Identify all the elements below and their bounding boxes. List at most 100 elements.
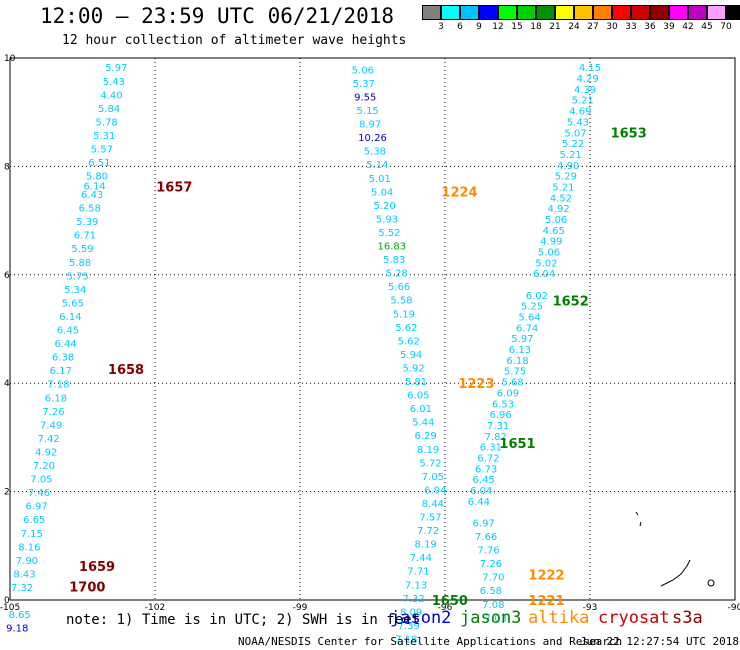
- wave-height-value: 7.05: [422, 472, 444, 483]
- wave-height-value: 7.39: [398, 621, 420, 632]
- wave-height-value: 5.68: [502, 378, 524, 389]
- colorbar-label: 9: [476, 22, 482, 32]
- wave-height-value: 5.84: [98, 104, 120, 115]
- wave-height-value: 5.59: [71, 244, 93, 255]
- colorbar-swatch: [555, 5, 574, 20]
- wave-height-value: 6.53: [492, 399, 514, 410]
- wave-height-value: 7.26: [480, 559, 502, 570]
- wave-height-value: 5.20: [373, 201, 395, 212]
- y-tick-label: 6: [4, 271, 10, 281]
- wave-height-value: 5.72: [419, 458, 441, 469]
- wave-height-value: 5.75: [67, 271, 89, 282]
- chart-title: 12:00 — 23:59 UTC 06/21/2018: [40, 4, 395, 28]
- wave-height-value: 6.97: [473, 518, 495, 529]
- colorbar-label: 33: [625, 22, 637, 32]
- colorbar-label: 36: [644, 22, 656, 32]
- y-tick-label: 4: [4, 379, 10, 389]
- wave-height-value: 4.92: [35, 447, 57, 458]
- wave-height-value: 4.15: [579, 63, 601, 74]
- wave-height-value: 6.31: [480, 443, 502, 454]
- wave-height-value: 7.66: [475, 532, 497, 543]
- colorbar-swatch: [593, 5, 612, 20]
- pass-time-label: 1657: [156, 180, 192, 195]
- wave-height-value: 7.46: [28, 488, 50, 499]
- pass-time-label: 1221: [528, 594, 564, 609]
- legend-s3a: s3a: [672, 608, 703, 628]
- wave-height-value: 4.99: [540, 237, 562, 248]
- wave-height-value: 4.90: [557, 161, 579, 172]
- wave-height-value: 5.66: [388, 282, 410, 293]
- wave-height-value: 5.78: [96, 117, 118, 128]
- colorbar-label: 12: [492, 22, 504, 32]
- wave-height-value: 5.52: [378, 228, 400, 239]
- wave-height-value: 6.51: [88, 158, 110, 169]
- colorbar-swatch: [650, 5, 669, 20]
- wave-height-value: 6.17: [50, 366, 72, 377]
- wave-height-value: 5.31: [93, 131, 115, 142]
- wave-height-value: 6.04: [533, 269, 555, 280]
- wave-height-value: 5.06: [545, 215, 567, 226]
- wave-height-value: 5.07: [564, 128, 586, 139]
- pass-time-label: 1700: [69, 580, 105, 595]
- x-tick-label: -90: [728, 603, 740, 613]
- credit-line: NOAA/NESDIS Center for Satellite Applica…: [238, 635, 623, 648]
- wave-height-value: 5.81: [405, 377, 427, 388]
- wave-height-value: 4.40: [100, 90, 122, 101]
- wave-height-value: 10.26: [358, 133, 387, 144]
- x-tick-label: -102: [145, 603, 165, 613]
- colorbar-label: 18: [530, 22, 542, 32]
- wave-height-value: 9.18: [6, 624, 28, 635]
- wave-height-value: 6.38: [52, 353, 74, 364]
- wave-height-value: 4.69: [569, 107, 591, 118]
- wave-height-value: 4.65: [543, 226, 565, 237]
- wave-height-value: 7.76: [477, 546, 499, 557]
- colorbar-swatch: [707, 5, 726, 20]
- legend-jason3: jason3: [460, 608, 522, 628]
- wave-height-value: 8.44: [422, 499, 444, 510]
- wave-height-value: 7.03: [485, 613, 507, 624]
- colorbar-swatch: [574, 5, 593, 20]
- wave-height-value: 5.44: [412, 418, 434, 429]
- wave-height-value: 9.55: [354, 92, 376, 103]
- pass-time-label: 1651: [499, 437, 535, 452]
- wave-height-value: 7.57: [419, 513, 441, 524]
- colorbar-swatch: [498, 5, 517, 20]
- wave-height-value: 5.28: [386, 269, 408, 280]
- wave-height-value: 5.62: [395, 323, 417, 334]
- colorbar-swatch: [460, 5, 479, 20]
- wave-height-value: 6.71: [74, 231, 96, 242]
- colorbar-label: 24: [568, 22, 580, 32]
- wave-height-value: 6.29: [415, 431, 437, 442]
- wave-height-value: 7.26: [42, 407, 64, 418]
- colorbar-label: 3: [438, 22, 444, 32]
- wave-height-value: 6.96: [489, 410, 511, 421]
- wave-height-value: 5.02: [535, 258, 557, 269]
- wave-height-value: 5.64: [518, 313, 540, 324]
- wave-height-value: 5.43: [567, 117, 589, 128]
- colorbar-swatch: [726, 5, 740, 20]
- wave-height-value: 5.58: [390, 296, 412, 307]
- wave-height-value: 5.43: [103, 77, 125, 88]
- wave-height-value: 6.74: [516, 323, 538, 334]
- pass-time-label: 1223: [458, 377, 494, 392]
- wave-height-value: 6.13: [509, 345, 531, 356]
- wave-height-value: 5.22: [562, 139, 584, 150]
- x-tick-label: -99: [293, 603, 308, 613]
- chart-subtitle: 12 hour collection of altimeter wave hei…: [62, 33, 407, 48]
- colorbar-swatch: [612, 5, 631, 20]
- plot-frame: [9, 57, 736, 601]
- pass-time-label: 1650: [432, 594, 468, 609]
- wave-height-value: 5.65: [62, 298, 84, 309]
- wave-height-value: 5.06: [538, 247, 560, 258]
- wave-height-value: 7.18: [395, 634, 417, 645]
- colorbar-swatch: [479, 5, 498, 20]
- wave-height-value: 7.82: [485, 432, 507, 443]
- coastline-island: [707, 579, 715, 587]
- wave-height-value: 5.92: [402, 363, 424, 374]
- wave-height-value: 5.57: [91, 145, 113, 156]
- footer-note: note: 1) Time is in UTC; 2) SWH is in fe…: [66, 612, 421, 628]
- wave-height-value: 8.43: [13, 569, 35, 580]
- pass-time-label: 1224: [441, 185, 477, 200]
- wave-height-value: 5.01: [369, 174, 391, 185]
